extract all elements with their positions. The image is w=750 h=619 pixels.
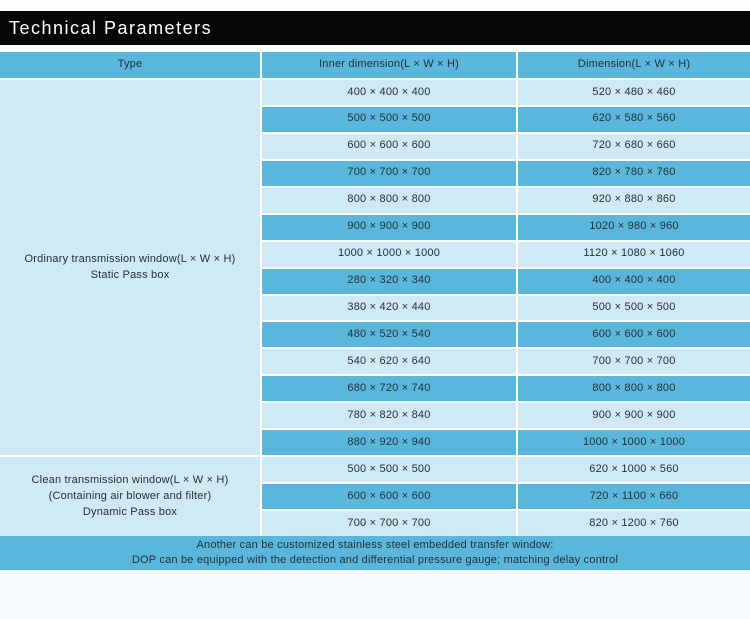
dimension-cell: 900 × 900 × 900 (518, 403, 750, 429)
inner-dimension-cell: 600 × 600 × 600 (262, 484, 516, 510)
inner-dimension-cell: 1000 × 1000 × 1000 (262, 241, 516, 267)
inner-dimension-cell: 380 × 420 × 440 (262, 295, 516, 321)
top-margin (0, 0, 750, 11)
inner-dimension-cell: 280 × 320 × 340 (262, 268, 516, 294)
dimension-cell: 1000 × 1000 × 1000 (518, 430, 750, 456)
type-cell-line: Dynamic Pass box (82, 505, 178, 518)
inner-dimension-cell: 540 × 620 × 640 (262, 349, 516, 375)
inner-dimension-cell: 800 × 800 × 800 (262, 187, 516, 213)
type-cell-line: Static Pass box (90, 268, 170, 281)
dimension-cell: 500 × 500 × 500 (518, 295, 750, 321)
inner-dimension-cell: 400 × 400 × 400 (262, 80, 516, 105)
inner-dimension-cell: 500 × 500 × 500 (262, 106, 516, 132)
inner-dimension-cell: 880 × 920 × 940 (262, 430, 516, 456)
dimension-cell: 520 × 480 × 460 (518, 80, 750, 105)
inner-dimension-cell: 680 × 720 × 740 (262, 376, 516, 402)
footer-note-line-1: Another can be customized stainless stee… (196, 538, 554, 551)
type-cell-section-2: Clean transmission window(L × W × H) (Con… (0, 457, 260, 536)
footer-note-line-2: DOP can be equipped with the detection a… (131, 554, 619, 566)
parameters-table: Type Inner dimension(L × W × H) Dimension(… (0, 52, 750, 536)
inner-dimension-cell: 480 × 520 × 540 (262, 322, 516, 348)
inner-dimension-cell: 600 × 600 × 600 (262, 133, 516, 159)
dimension-cell: 700 × 700 × 700 (518, 349, 750, 375)
dimension-cell: 920 × 880 × 860 (518, 187, 750, 213)
dimension-cell: 1020 × 980 × 960 (518, 214, 750, 240)
dimension-cell: 400 × 400 × 400 (518, 268, 750, 294)
dimension-cell: 800 × 800 × 800 (518, 376, 750, 402)
inner-dimension-cell: 780 × 820 × 840 (262, 403, 516, 429)
dimension-cell: 620 × 1000 × 560 (518, 457, 750, 483)
inner-dimension-cell: 500 × 500 × 500 (262, 457, 516, 483)
dimension-cell: 600 × 600 × 600 (518, 322, 750, 348)
page-title: Technical Parameters (9, 17, 213, 38)
table-footer-note: Another can be customized stainless stee… (0, 536, 750, 570)
column-header: Inner dimension(L × W × H) (262, 52, 516, 78)
dimension-cell: 1120 × 1080 × 1060 (518, 241, 750, 267)
dimension-cell: 720 × 1100 × 660 (518, 484, 750, 510)
column-header: Dimension(L × W × H) (518, 52, 750, 78)
inner-dimension-cell: 700 × 700 × 700 (262, 511, 516, 536)
title-table-gap (0, 45, 750, 52)
inner-dimension-cell: 700 × 700 × 700 (262, 160, 516, 186)
type-cell-section-1: Ordinary transmission window(L × W × H) S… (0, 80, 260, 456)
type-cell-line: (Containing air blower and filter) (48, 489, 212, 502)
inner-dimension-cell: 900 × 900 × 900 (262, 214, 516, 240)
title-bar: Technical Parameters (0, 11, 750, 45)
dimension-cell: 720 × 680 × 660 (518, 133, 750, 159)
dimension-cell: 820 × 1200 × 760 (518, 511, 750, 536)
type-cell-line: Clean transmission window(L × W × H) (31, 473, 229, 486)
dimension-cell: 620 × 580 × 560 (518, 106, 750, 132)
type-cell-line: Ordinary transmission window(L × W × H) (24, 252, 236, 265)
dimension-cell: 820 × 780 × 760 (518, 160, 750, 186)
column-header: Type (0, 52, 260, 78)
bottom-margin (0, 570, 750, 619)
